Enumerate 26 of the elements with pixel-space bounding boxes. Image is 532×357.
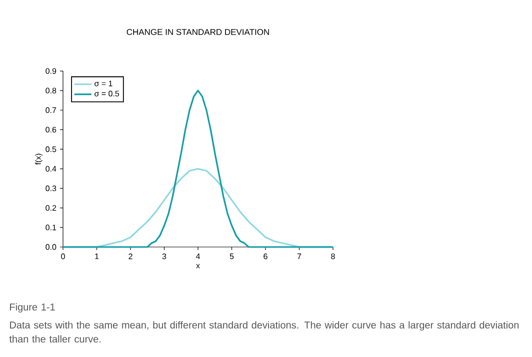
y-tick-label: 0.9 [46, 68, 56, 74]
x-tick-label: 1 [95, 254, 99, 260]
x-axis-title: x [196, 264, 200, 268]
x-tick-label: 8 [331, 254, 335, 260]
legend-label: σ = 1 [94, 80, 112, 86]
y-tick-label: 0.7 [46, 107, 56, 113]
x-tick-label: 7 [297, 254, 302, 260]
y-tick-label: 0.4 [46, 166, 56, 172]
x-tick-label: 0 [61, 254, 65, 260]
x-tick-label: 2 [128, 254, 132, 260]
y-tick-label: 0.3 [46, 186, 56, 192]
x-tick-label: 6 [264, 254, 268, 260]
y-tick-label: 0.8 [46, 88, 56, 94]
x-tick-label: 4 [196, 254, 200, 260]
chart-title: CHANGE IN STANDARD DEVIATION [126, 29, 269, 36]
y-tick-label: 0.6 [46, 126, 56, 133]
y-tick-label: 0.5 [46, 146, 56, 152]
text: Data sets with the same mean, but different standard deviations. The wider curve has a larger standard deviation than the taller curve. [9, 321, 519, 343]
y-tick-label: 0.0 [46, 244, 56, 250]
caption: Figure 1-1 [10, 303, 55, 313]
y-tick-label: 0.1 [46, 224, 56, 230]
x-tick-label: 3 [162, 254, 166, 260]
y-tick-label: 0.2 [46, 205, 56, 211]
legend-label: σ = 0.5 [94, 90, 120, 96]
x-tick-label: 5 [230, 254, 234, 260]
y-axis-title: f(x) [35, 154, 42, 165]
